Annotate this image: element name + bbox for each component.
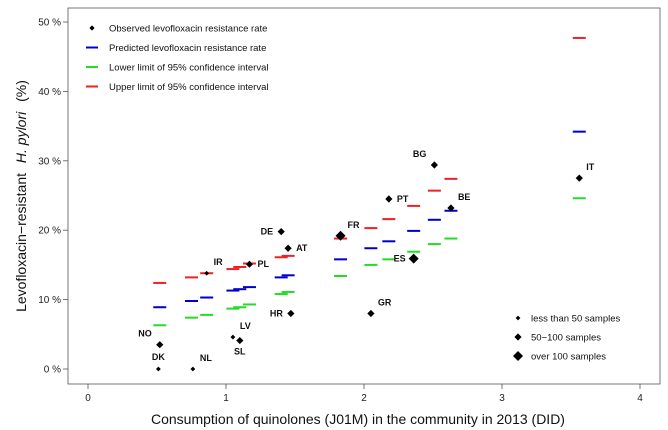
legend-label: Lower limit of 95% confidence interval: [109, 63, 268, 74]
country-label: BE: [458, 192, 471, 202]
observed-point: [230, 334, 236, 340]
country-label: PL: [257, 259, 269, 269]
size-legend-marker: [513, 351, 523, 361]
country-label: DE: [261, 227, 274, 237]
country-label: BG: [413, 149, 427, 159]
country-label: LV: [240, 321, 251, 331]
observed-point: [190, 366, 196, 372]
observed-point: [575, 174, 583, 182]
axes: 0 1 2 3 40 %10 %20 %30 %40 %50 %: [38, 7, 661, 404]
x-tick-label: 3: [499, 393, 505, 404]
observed-point: [284, 244, 292, 252]
country-label: HR: [270, 308, 283, 318]
observed-point: [408, 253, 419, 264]
observed-point: [156, 341, 164, 349]
x-tick-label: 4: [637, 393, 643, 404]
country-label: NO: [138, 329, 152, 339]
legend: Observed levofloxacin resistance rate Pre…: [86, 24, 268, 93]
country-label: AT: [296, 243, 308, 253]
observed-point: [277, 227, 285, 236]
y-axis-title: Levofloxacin−resistant H. pylori (%): [13, 80, 29, 312]
size-legend-label: less than 50 samples: [531, 314, 620, 325]
country-label: FR: [348, 220, 360, 230]
country-label: ES: [394, 254, 406, 264]
legend-label: Upper limit of 95% confidence interval: [109, 82, 268, 93]
size-legend-label: 50−100 samples: [531, 333, 601, 344]
observed-point: [447, 204, 455, 212]
observed-point: [385, 195, 393, 203]
x-tick-label: 1: [223, 393, 229, 404]
x-axis-title: Consumption of quinolones (J01M) in the …: [151, 411, 565, 427]
observed-point: [245, 260, 254, 268]
y-tick-label: 0 %: [44, 365, 61, 376]
observed-point: [204, 270, 210, 276]
observed-point: [236, 336, 244, 345]
legend-marker: [89, 25, 95, 31]
size-legend-marker: [514, 333, 522, 341]
country-label: GR: [378, 297, 392, 307]
size-legend-label: over 100 samples: [531, 352, 606, 363]
country-label: DK: [152, 352, 165, 362]
y-tick-label: 10 %: [38, 295, 61, 306]
country-labels: NO DK NL IR LV SL PL DE AT HR FR GR PT ES BG BE IT: [138, 149, 595, 363]
country-label: NL: [200, 353, 212, 363]
y-tick-label: 50 %: [38, 18, 61, 29]
observed-point: [367, 309, 375, 318]
country-label: SL: [234, 347, 246, 357]
x-tick-label: 0: [85, 393, 91, 404]
observed-point: [155, 366, 161, 372]
y-tick-label: 40 %: [38, 87, 61, 98]
y-tick-label: 30 %: [38, 156, 61, 167]
y-axis-title-prefix: Levofloxacin−resistant: [13, 173, 29, 312]
observed-point: [430, 161, 438, 169]
observed-point: [335, 230, 346, 241]
country-label: IR: [214, 257, 224, 267]
y-axis-title-italic: H. pylori: [13, 111, 29, 163]
x-tick-label: 2: [361, 393, 367, 404]
size-legend: less than 50 samples 50−100 samples over 1…: [513, 314, 620, 363]
legend-label: Observed levofloxacin resistance rate: [109, 24, 267, 35]
legend-label: Predicted levofloxacin resistance rate: [109, 43, 266, 54]
size-legend-marker: [515, 315, 521, 321]
y-axis-title-suffix: (%): [13, 80, 29, 102]
country-label: PT: [397, 194, 409, 204]
observed-point: [287, 309, 295, 318]
country-label: IT: [586, 162, 595, 172]
chart-marks: [153, 36, 586, 372]
y-tick-label: 20 %: [38, 226, 61, 237]
